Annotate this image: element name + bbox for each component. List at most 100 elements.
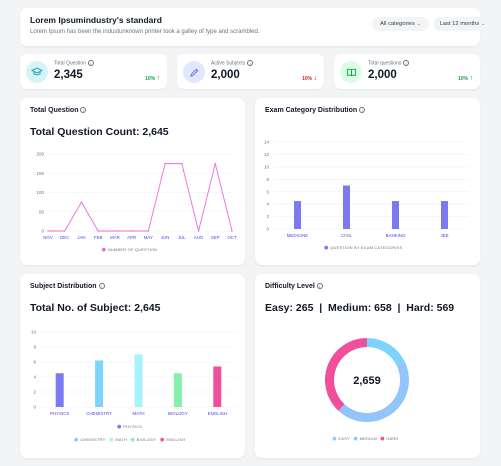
- legend-label: PHYSICS: [123, 424, 142, 429]
- info-icon: i: [359, 107, 366, 114]
- donut-slice-hard: [324, 338, 367, 411]
- question-line-chart: 0 50 100 150 200 NOV DEC JAN FEB MAR APR MAY JUN JUL A…: [36, 152, 236, 252]
- stat-value: 2,000: [368, 69, 397, 81]
- y-tick-label: 10: [264, 164, 270, 169]
- category-filter-dropdown[interactable]: All categories ⌄: [372, 17, 429, 31]
- data-point: [64, 230, 66, 232]
- legend-label: NUMBER OF QUESTION: [108, 247, 158, 252]
- graduation-cap-icon: [26, 61, 48, 83]
- difficulty-summary: Easy: 265 | Medium: 658 | Hard: 569: [265, 302, 455, 314]
- legend-swatch: [117, 424, 122, 429]
- data-point: [130, 230, 133, 232]
- bar: [392, 201, 399, 229]
- subject-bar-chart: 0 2 4 6 8 10 PHYSICS CHEMISTRY MATH BIOLOGY ENGLIS…: [31, 330, 237, 442]
- data-point: [231, 230, 233, 232]
- y-tick-label: 200: [36, 152, 44, 157]
- y-tick-label: 100: [36, 190, 44, 195]
- stat-card-total-question: Total Question i 2,345 10% ↑: [20, 54, 167, 89]
- y-tick-label: 2: [33, 390, 36, 395]
- chevron-down-icon: ⌄: [481, 21, 486, 27]
- legend-swatch: [160, 437, 165, 442]
- period-filter-dropdown[interactable]: Last 12 months ⌄: [433, 17, 492, 31]
- stat-card-active-subjects: Active Subjects i 2,000 10% ↓: [177, 54, 324, 89]
- stat-value: 2,345: [54, 69, 83, 81]
- x-tick-label: SEP: [211, 235, 220, 240]
- stat-label: Total questions i: [368, 60, 410, 66]
- donut-slice-medium: [338, 361, 409, 422]
- legend-swatch: [324, 245, 329, 250]
- y-tick-label: 0: [33, 405, 36, 410]
- page-subtitle: Lorem Ipsum has been the industunknown p…: [30, 29, 260, 35]
- x-tick-label: DEC: [60, 235, 69, 240]
- category-filter-label: All categories: [379, 21, 415, 27]
- legend-swatch: [353, 436, 358, 441]
- x-tick-label: CHEMISTRY: [86, 411, 112, 416]
- difficulty-panel: Difficulty Level i Easy: 265 | Medium: 65…: [255, 274, 480, 458]
- exam-category-panel: Exam Category Distribution i 0 2 4 6 8 10 12 14 M…: [255, 98, 480, 265]
- x-tick-label: AUG: [194, 235, 204, 240]
- legend-swatch: [380, 436, 385, 441]
- stat-card-total-questions: Total questions i 2,000 10% ↑: [334, 54, 480, 89]
- stat-change: 10% ↑: [458, 75, 473, 82]
- legend-swatch: [332, 436, 337, 441]
- arrow-down-icon: ↓: [313, 75, 318, 82]
- y-tick-label: 50: [39, 209, 45, 214]
- data-point: [197, 230, 200, 232]
- data-point: [214, 162, 216, 165]
- info-icon: i: [316, 283, 323, 290]
- bar: [441, 201, 448, 229]
- y-tick-label: 8: [266, 177, 269, 182]
- legend-label: MATH: [115, 437, 127, 442]
- bar: [343, 185, 350, 229]
- x-tick-label: CIVIL: [341, 233, 353, 238]
- info-icon: i: [403, 60, 410, 66]
- bar: [95, 360, 104, 407]
- x-tick-label: JUN: [161, 235, 170, 240]
- legend-label: MEDIUM: [360, 436, 377, 441]
- legend-label: HARD: [386, 436, 398, 441]
- legend-label: EASY: [338, 436, 350, 441]
- x-tick-label: BANKING: [386, 233, 406, 238]
- x-tick-label: NOV: [43, 235, 53, 240]
- y-tick-label: 0: [41, 229, 44, 234]
- x-tick-label: PHYSICS: [50, 411, 69, 416]
- header-card: Lorem Ipsumindustry's standard Lorem Ips…: [20, 8, 492, 46]
- stat-change: 10% ↑: [145, 75, 160, 82]
- info-icon: i: [87, 60, 94, 66]
- total-question-panel: Total Question i Total Question Count: 2,…: [20, 98, 245, 265]
- y-tick-label: 6: [266, 189, 269, 194]
- arrow-up-icon: ↑: [469, 75, 474, 82]
- bar: [213, 366, 222, 407]
- stat-label: Total Question i: [54, 60, 94, 66]
- panel-title: Subject Distribution i: [30, 283, 105, 290]
- x-tick-label: JUL: [178, 235, 186, 240]
- panel-title: Exam Category Distribution i: [265, 107, 366, 114]
- y-tick-label: 4: [266, 202, 269, 207]
- x-tick-label: MAY: [144, 235, 153, 240]
- pencil-icon: [183, 61, 205, 83]
- data-point: [97, 230, 99, 232]
- legend-label: CHEMISTRY: [80, 437, 105, 442]
- x-tick-label: APR: [127, 235, 136, 240]
- legend-label: ENGLISH: [166, 437, 185, 442]
- donut-center-total: 2,659: [353, 375, 381, 387]
- subject-distribution-panel: Subject Distribution i Total No. of Subje…: [20, 274, 245, 458]
- chevron-down-icon: ⌄: [416, 21, 421, 27]
- x-tick-label: BIOLOGY: [168, 411, 188, 416]
- y-tick-label: 12: [264, 152, 270, 157]
- y-tick-label: 14: [264, 140, 270, 145]
- exam-category-bar-chart: 0 2 4 6 8 10 12 14 MEDICINE CIVIL BANKING JEE QUESTI…: [264, 140, 469, 250]
- stat-change: 10% ↓: [302, 75, 317, 82]
- arrow-up-icon: ↑: [156, 75, 161, 82]
- total-question-count: Total Question Count: 2,645: [30, 126, 169, 138]
- y-tick-label: 8: [33, 345, 36, 350]
- info-icon: i: [80, 107, 87, 114]
- legend-swatch: [109, 437, 114, 442]
- data-point: [47, 230, 49, 232]
- x-tick-label: MATH: [132, 411, 144, 416]
- series-line: [48, 163, 233, 232]
- stat-label: Active Subjects i: [211, 60, 254, 66]
- x-tick-label: JEE: [440, 233, 448, 238]
- data-point: [147, 230, 150, 232]
- panel-title: Total Question i: [30, 107, 87, 114]
